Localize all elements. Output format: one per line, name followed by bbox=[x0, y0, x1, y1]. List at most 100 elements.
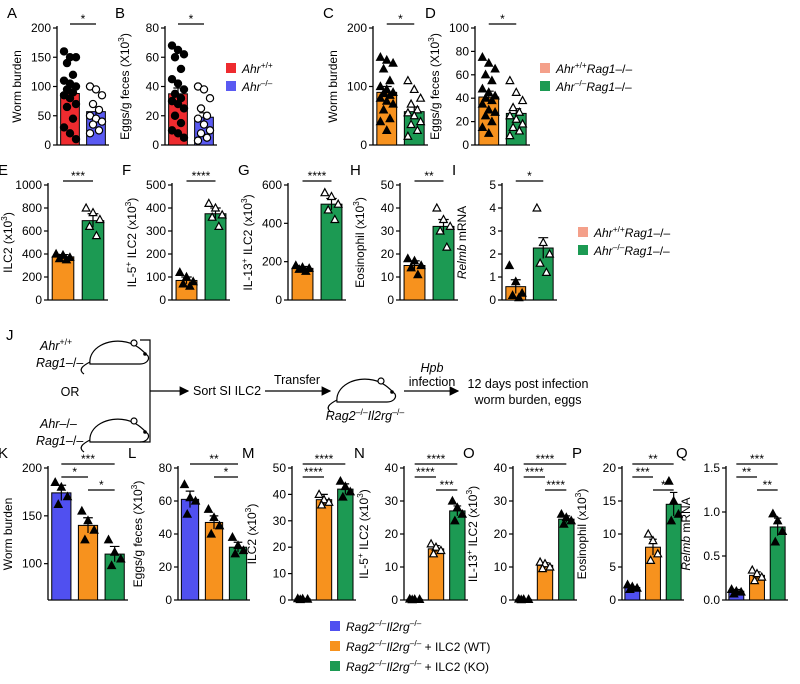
label-part: Ahr bbox=[555, 62, 576, 76]
data-point bbox=[338, 491, 348, 501]
label-part: –/– bbox=[410, 638, 422, 648]
data-point bbox=[388, 57, 398, 67]
bar bbox=[77, 524, 99, 601]
y-tick-label: 1.5 bbox=[703, 461, 720, 475]
panel-label: F bbox=[122, 162, 131, 179]
data-point bbox=[170, 111, 180, 120]
data-point bbox=[537, 563, 548, 573]
y-tick-label: 30 bbox=[381, 224, 395, 238]
data-point bbox=[196, 129, 206, 138]
data-point bbox=[205, 126, 215, 135]
data-point bbox=[206, 528, 217, 538]
label-part: Relmb bbox=[679, 536, 693, 571]
bar bbox=[558, 518, 575, 601]
data-point bbox=[445, 221, 455, 230]
y-axis-label: Worm burden bbox=[10, 50, 24, 122]
data-point bbox=[61, 254, 72, 264]
y-tick-label: 20 bbox=[159, 560, 173, 574]
mouse bbox=[80, 339, 150, 375]
data-point bbox=[233, 540, 243, 550]
data-point bbox=[173, 45, 183, 55]
y-axis-label: Relmb mRNA bbox=[679, 497, 693, 570]
data-point bbox=[203, 503, 214, 513]
data-point bbox=[729, 588, 739, 598]
data-point bbox=[94, 105, 104, 115]
data-point bbox=[514, 292, 524, 302]
y-axis-label: Eggs/g feces (X103) bbox=[129, 481, 145, 588]
label-part: ) bbox=[131, 481, 145, 485]
data-point bbox=[209, 512, 219, 522]
data-point bbox=[514, 125, 525, 135]
data-point bbox=[535, 556, 545, 566]
data-point bbox=[532, 202, 542, 212]
legend-label: Ahr+/+Rag1–/– bbox=[555, 60, 632, 76]
data-point bbox=[378, 63, 389, 73]
significance-label: *** bbox=[71, 169, 85, 183]
y-axis-label: Relmb mRNA bbox=[455, 206, 469, 279]
significance-label: * bbox=[99, 478, 104, 492]
data-point bbox=[324, 497, 334, 506]
diagram-text: Ahr+/+ bbox=[39, 337, 72, 353]
data-point bbox=[505, 110, 515, 120]
data-point bbox=[508, 122, 518, 132]
data-point bbox=[375, 51, 386, 61]
y-tick-label: 800 bbox=[22, 201, 42, 215]
label-part: Eggs/g feces (X10 bbox=[131, 489, 145, 587]
data-point bbox=[538, 237, 549, 247]
data-point bbox=[403, 75, 413, 85]
label-part: Eosinophil (x10 bbox=[575, 497, 589, 579]
y-tick-label: 100 bbox=[449, 21, 469, 35]
y-axis-label: Worm burden bbox=[1, 498, 15, 570]
data-point bbox=[403, 253, 413, 263]
label-part: Rag2 bbox=[346, 640, 375, 654]
label-part: ) bbox=[428, 33, 442, 37]
label-part: mRNA bbox=[679, 497, 693, 536]
data-point bbox=[477, 122, 488, 132]
data-point bbox=[68, 70, 78, 80]
data-point bbox=[483, 87, 494, 96]
label-part: ILC2 (x10 bbox=[1, 221, 15, 273]
data-point bbox=[556, 508, 567, 518]
significance-label: **** bbox=[308, 169, 327, 183]
data-point bbox=[505, 130, 515, 140]
label-part: Rag1 bbox=[586, 80, 615, 94]
label-part: 3 bbox=[573, 492, 583, 497]
y-axis-label: Eggs/g feces (X103) bbox=[116, 33, 132, 140]
label-part: ILC2 (x10 bbox=[241, 203, 255, 259]
label-part: 3 bbox=[426, 37, 436, 42]
panel-label: C bbox=[323, 5, 334, 22]
significance-label: **** bbox=[546, 478, 565, 492]
data-point bbox=[71, 53, 81, 62]
label-part: –/– bbox=[261, 78, 273, 88]
y-tick-label: 80 bbox=[159, 461, 173, 475]
y-axis-label: ILC2 (x103) bbox=[0, 212, 15, 273]
y-tick-label: 60 bbox=[456, 68, 470, 82]
data-point bbox=[323, 204, 333, 214]
data-point bbox=[81, 202, 91, 212]
data-point bbox=[51, 248, 61, 258]
y-tick-label: 200 bbox=[347, 21, 367, 35]
data-point bbox=[199, 120, 209, 129]
data-point bbox=[431, 541, 441, 551]
data-point bbox=[205, 93, 215, 103]
label-part: Rag1 bbox=[625, 226, 654, 240]
y-tick-label: 0 bbox=[500, 593, 507, 607]
legend-label: Ahr–/–Rag1–/– bbox=[555, 78, 632, 94]
legend-label: Ahr–/–Rag1–/– bbox=[593, 242, 670, 258]
y-tick-label: 20 bbox=[146, 109, 160, 123]
y-axis-label: IL-5+ ILC2 (x103) bbox=[355, 489, 371, 579]
legend-swatch bbox=[330, 621, 340, 631]
data-point bbox=[85, 129, 95, 138]
data-point bbox=[736, 586, 746, 596]
label-part: Rag2 bbox=[346, 660, 375, 674]
legend-swatch bbox=[540, 63, 550, 73]
data-point bbox=[230, 548, 241, 558]
data-point bbox=[170, 53, 180, 62]
y-tick-label: 0 bbox=[391, 593, 398, 607]
label-part: Ahr bbox=[593, 244, 614, 258]
label-part: + bbox=[239, 258, 249, 263]
data-point bbox=[666, 515, 677, 525]
data-point bbox=[94, 126, 104, 135]
label-part: –/– bbox=[375, 618, 387, 628]
data-point bbox=[179, 479, 190, 489]
